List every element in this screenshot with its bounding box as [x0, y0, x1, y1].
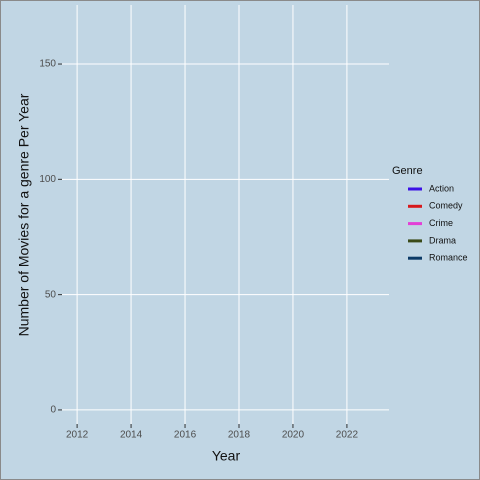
- x-tick-label: 2022: [336, 430, 359, 441]
- x-tick-label: 2018: [228, 430, 251, 441]
- x-tick-label: 2014: [120, 430, 143, 441]
- y-tick-label: 150: [39, 59, 56, 70]
- x-axis-title: Year: [212, 448, 241, 464]
- x-tick-label: 2016: [174, 430, 197, 441]
- legend-title: Genre: [392, 165, 423, 177]
- legend-label: Drama: [429, 235, 456, 245]
- legend-label: Comedy: [429, 201, 463, 211]
- y-tick-label: 50: [45, 289, 57, 300]
- x-tick-label: 2020: [282, 430, 305, 441]
- y-tick-label: 100: [39, 174, 56, 185]
- legend-label: Action: [429, 183, 454, 193]
- x-tick-label: 2012: [66, 430, 89, 441]
- y-axis-title: Number of Movies for a genre Per Year: [16, 93, 32, 336]
- legend-label: Romance: [429, 253, 468, 263]
- legend-label: Crime: [429, 218, 453, 228]
- y-tick-label: 0: [50, 405, 56, 416]
